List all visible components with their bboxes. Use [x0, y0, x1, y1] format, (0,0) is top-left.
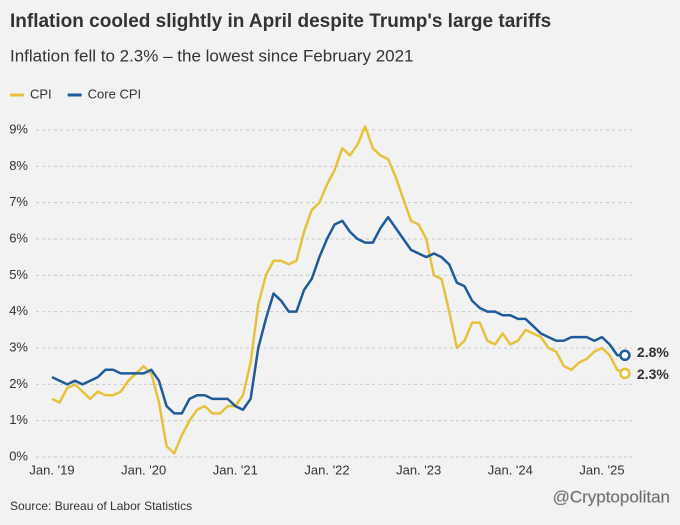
x-tick-label: Jan. '23 [396, 462, 441, 477]
y-tick-label: 4% [9, 303, 28, 318]
y-tick-label: 8% [9, 158, 28, 173]
y-tick-label: 3% [9, 339, 28, 354]
legend-label: Core CPI [88, 86, 141, 101]
y-tick-label: 0% [9, 448, 28, 463]
source: Source: Bureau of Labor Statistics [10, 499, 192, 513]
end-marker [619, 367, 631, 380]
x-tick-label: Jan. '20 [121, 462, 166, 477]
end-marker [619, 349, 631, 362]
x-tick-label: Jan. '19 [29, 462, 74, 477]
y-tick-label: 5% [9, 267, 28, 282]
y-tick-label: 1% [9, 412, 28, 427]
x-tick-label: Jan. '22 [304, 462, 349, 477]
y-tick-label: 9% [9, 121, 28, 136]
end-label: 2.3% [637, 366, 669, 382]
x-tick-label: Jan. '21 [213, 462, 258, 477]
y-tick-label: 6% [9, 230, 28, 245]
watermark: @Cryptopolitan [553, 487, 670, 506]
y-tick-label: 7% [9, 194, 28, 209]
x-tick-label: Jan. '24 [488, 462, 533, 477]
y-tick-label: 2% [9, 376, 28, 391]
end-label: 2.8% [637, 344, 669, 360]
series-line [51, 215, 625, 415]
x-tick-label: Jan. '25 [579, 462, 624, 477]
legend-label: CPI [30, 86, 52, 101]
chart-title: Inflation cooled slightly in April despi… [10, 11, 551, 32]
chart-subtitle: Inflation fell to 2.3% – the lowest sinc… [10, 46, 414, 65]
series-line [51, 125, 626, 455]
